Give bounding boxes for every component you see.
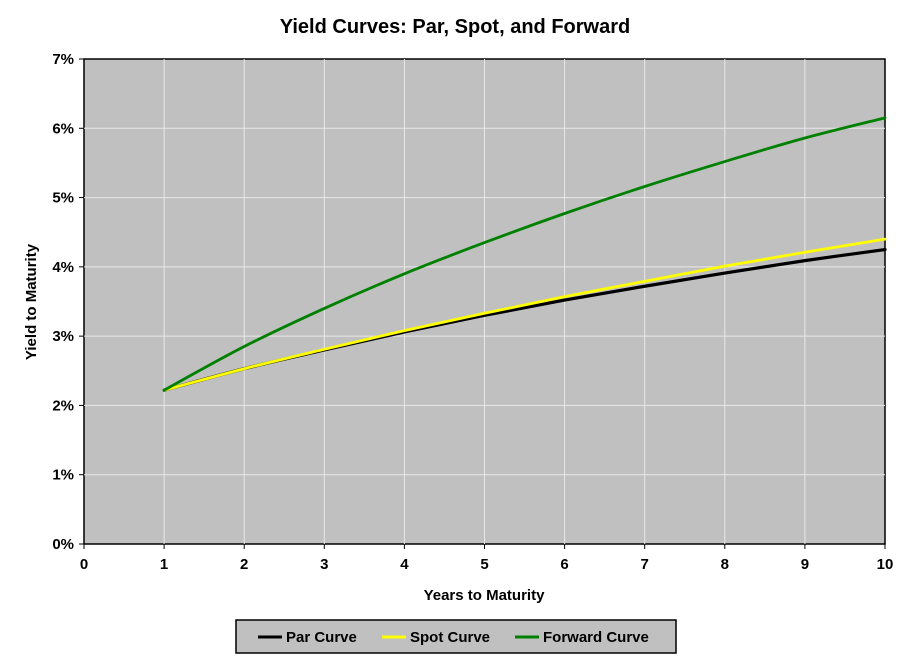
x-tick-label: 6	[560, 556, 568, 573]
legend-label-spot-curve: Spot Curve	[410, 629, 490, 646]
spot-curve-line	[162, 237, 887, 392]
y-axis-label: Yield to Maturity	[23, 243, 40, 360]
y-tick-label: 3%	[52, 328, 74, 345]
y-tick-label: 5%	[52, 190, 74, 207]
x-tick-label: 0	[80, 556, 88, 573]
x-tick-label: 5	[480, 556, 488, 573]
x-tick-label: 2	[240, 556, 248, 573]
x-tick-label: 10	[877, 556, 894, 573]
x-tick-label: 4	[400, 556, 409, 573]
y-tick-label: 4%	[52, 259, 74, 276]
x-axis-label: Years to Maturity	[424, 587, 546, 604]
y-tick-label: 0%	[52, 536, 74, 553]
y-tick-label: 1%	[52, 467, 74, 484]
legend-label-forward-curve: Forward Curve	[543, 629, 649, 646]
gridlines	[84, 59, 885, 544]
x-tick-label: 7	[641, 556, 649, 573]
x-tick-label: 1	[160, 556, 168, 573]
legend-label-par-curve: Par Curve	[286, 629, 357, 646]
x-tick-label: 8	[721, 556, 729, 573]
y-tick-label: 6%	[52, 120, 74, 137]
chart-title: Yield Curves: Par, Spot, and Forward	[280, 16, 630, 38]
forward-curve-line	[162, 116, 887, 392]
y-tick-label: 7%	[52, 51, 74, 68]
y-axis-ticks: 0% 1% 2% 3% 4% 5% 6% 7%	[52, 51, 84, 553]
x-axis-ticks: 0 1 2 3 4 5 6 7 8 9 10	[80, 544, 894, 573]
x-tick-label: 9	[801, 556, 809, 573]
y-tick-label: 2%	[52, 397, 74, 414]
legend-box	[235, 619, 677, 654]
x-tick-label: 3	[320, 556, 328, 573]
series-lines	[162, 116, 887, 392]
legend: Par Curve Spot Curve Forward Curve	[235, 619, 677, 654]
